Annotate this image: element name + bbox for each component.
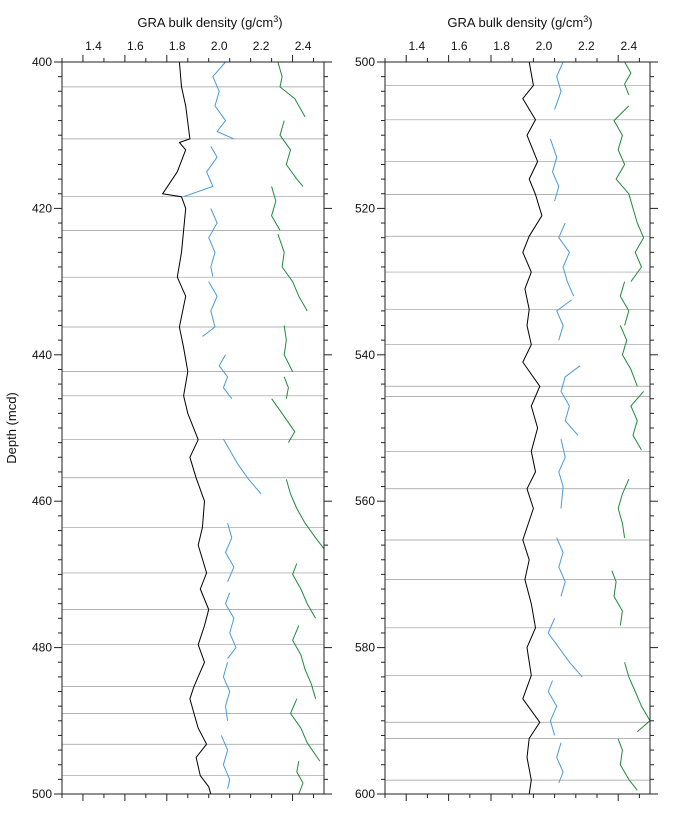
series-green-left-segment-6 (271, 398, 296, 443)
series-green-right-segment-5 (630, 391, 644, 451)
series-blue-right-segment-4 (560, 365, 581, 436)
x-tick-label-left-5: 2.4 (295, 39, 312, 53)
gridlines-right (385, 85, 650, 781)
series-right (522, 61, 651, 795)
x-tick-label-left-2: 1.8 (169, 39, 186, 53)
series-blue-left-segment-9 (220, 735, 231, 790)
x-tick-label-left-1: 1.6 (127, 39, 144, 53)
series-blue-left-segment-4 (218, 354, 233, 400)
series-green-left-segment-4 (283, 325, 294, 372)
series-blue-right-segment-1 (549, 138, 560, 202)
series-green-left-segment-11 (296, 761, 304, 795)
series-blue-right-segment-5 (558, 438, 566, 509)
y-tick-label-left-2: 440 (32, 348, 52, 362)
panel-right: GRA bulk density (g/cm3) 1.4 1.6 1.8 2.0 2.2… (355, 14, 658, 801)
series-green-left-segment-5 (283, 376, 289, 399)
y-tick-label-left-4: 480 (32, 641, 52, 655)
series-blue-right-segment-7 (547, 618, 583, 678)
series-blue-left-segment-6 (225, 523, 235, 582)
series-green-left-segment-1 (279, 120, 304, 187)
panel-title-left: GRA bulk density (g/cm3) (137, 14, 282, 30)
x-tick-label-left-0: 1.4 (85, 39, 102, 53)
series-black-right-segment-0 (522, 61, 543, 795)
series-black-left-segment-0 (162, 61, 212, 795)
series-green-right-segment-3 (619, 281, 630, 326)
series-green-left-segment-10 (290, 698, 321, 762)
series-blue-left-segment-0 (212, 61, 235, 140)
x-tick-label-left-4: 2.2 (253, 39, 270, 53)
series-green-left-segment-8 (292, 563, 317, 619)
x-tick-label-right-4: 2.2 (578, 39, 595, 53)
panel-title-right: GRA bulk density (g/cm3) (447, 14, 592, 30)
x-tick-label-right-0: 1.4 (408, 39, 425, 53)
y-axis-label: Depth (mcd) (4, 392, 19, 464)
series-blue-right-segment-0 (554, 61, 564, 110)
series-green-right-segment-2 (628, 193, 645, 282)
series-green-right-segment-4 (619, 325, 638, 387)
y-tick-label-left-1: 420 (32, 201, 52, 215)
series-blue-left-segment-7 (225, 592, 237, 659)
series-blue-left-segment-8 (222, 662, 231, 721)
series-green-left-segment-7 (285, 479, 325, 550)
y-tick-label-left-0: 400 (32, 55, 52, 69)
y-tick-label-right-4: 580 (355, 641, 375, 655)
y-tick-label-right-0: 500 (355, 55, 375, 69)
series-blue-left-segment-3 (202, 281, 218, 337)
series-green-left-segment-2 (271, 186, 281, 231)
series-green-right-segment-1 (613, 105, 630, 195)
x-tick-label-right-5: 2.4 (620, 39, 637, 53)
series-green-right-segment-0 (624, 61, 632, 96)
series-blue-left-segment-5 (222, 438, 262, 495)
series-blue-right-segment-8 (547, 680, 558, 736)
panel-left: GRA bulk density (g/cm3) 1.4 1.6 1.8 2.0 2.2… (32, 14, 332, 801)
y-tick-label-left-3: 460 (32, 494, 52, 508)
x-tick-label-right-3: 2.0 (536, 39, 553, 53)
series-left (162, 61, 325, 795)
series-blue-left-segment-1 (183, 145, 218, 198)
y-tick-label-right-5: 600 (355, 787, 375, 801)
series-green-right-segment-9 (617, 738, 638, 791)
series-blue-right-segment-3 (556, 299, 572, 341)
y-tick-label-right-1: 520 (355, 201, 375, 215)
y-tick-label-right-2: 540 (355, 348, 375, 362)
x-tick-label-left-3: 2.0 (211, 39, 228, 53)
series-blue-right-segment-6 (556, 537, 566, 597)
series-green-right-segment-8 (624, 662, 651, 733)
series-green-left-segment-0 (277, 61, 306, 118)
series-green-left-segment-3 (277, 233, 308, 312)
x-tick-label-right-1: 1.6 (451, 39, 468, 53)
ticks-right: 1.4 1.6 1.8 2.0 2.2 2.4 500 520 540 560 580 600 (355, 39, 658, 801)
series-blue-right-segment-9 (556, 742, 564, 784)
series-green-right-segment-7 (611, 570, 623, 626)
y-tick-label-right-3: 560 (355, 494, 375, 508)
gridlines-left (62, 86, 324, 777)
y-tick-label-left-5: 500 (32, 787, 52, 801)
series-green-right-segment-6 (617, 479, 630, 538)
plot-frame-left (61, 61, 325, 795)
plot-frame-right (384, 61, 651, 795)
series-green-left-segment-9 (292, 625, 317, 699)
series-blue-right-segment-2 (558, 222, 575, 297)
x-tick-label-right-2: 1.8 (493, 39, 510, 53)
series-blue-left-segment-2 (208, 208, 218, 277)
ticks-left: 1.4 1.6 1.8 2.0 2.2 2.4 400 420 440 460 480 500 (32, 39, 332, 801)
